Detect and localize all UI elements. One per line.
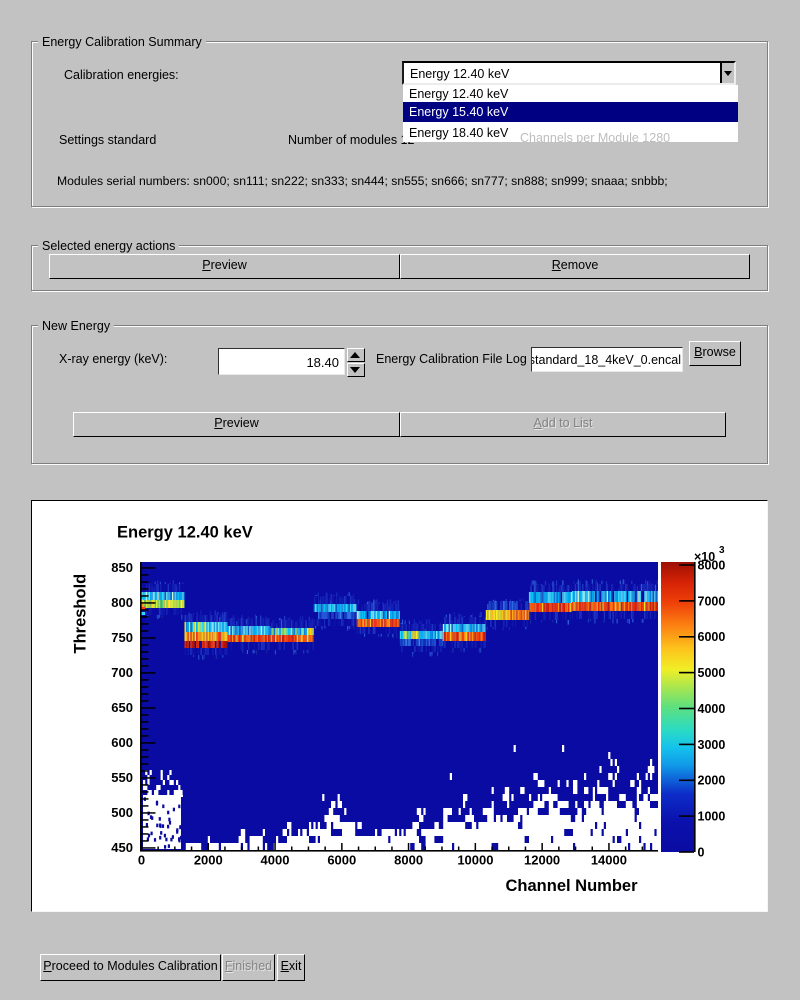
svg-text:850: 850 (111, 560, 133, 575)
svg-text:12000: 12000 (524, 853, 560, 868)
svg-text:2000: 2000 (194, 853, 223, 868)
svg-text:700: 700 (111, 665, 133, 680)
svg-text:3000: 3000 (698, 738, 726, 752)
svg-text:1000: 1000 (698, 810, 726, 824)
svg-text:0: 0 (698, 845, 705, 859)
svg-text:8000: 8000 (698, 558, 726, 572)
svg-text:500: 500 (111, 805, 133, 820)
svg-text:450: 450 (111, 840, 133, 855)
svg-text:2000: 2000 (698, 774, 726, 788)
svg-text:550: 550 (111, 770, 133, 785)
svg-text:4000: 4000 (698, 702, 726, 716)
svg-text:Channel Number: Channel Number (506, 877, 639, 895)
svg-text:650: 650 (111, 700, 133, 715)
svg-text:6000: 6000 (327, 853, 356, 868)
svg-text:Energy 12.40 keV: Energy 12.40 keV (117, 524, 253, 542)
svg-text:14000: 14000 (591, 853, 627, 868)
svg-text:0: 0 (138, 853, 145, 868)
svg-text:×10: ×10 (694, 550, 715, 564)
svg-text:5000: 5000 (698, 666, 726, 680)
svg-text:4000: 4000 (261, 853, 290, 868)
svg-text:750: 750 (111, 630, 133, 645)
svg-text:8000: 8000 (394, 853, 423, 868)
svg-text:600: 600 (111, 735, 133, 750)
svg-text:6000: 6000 (698, 630, 726, 644)
svg-text:3: 3 (719, 545, 725, 556)
svg-text:7000: 7000 (698, 594, 726, 608)
svg-text:10000: 10000 (457, 853, 493, 868)
svg-text:Threshold: Threshold (72, 574, 90, 654)
svg-text:800: 800 (111, 595, 133, 610)
